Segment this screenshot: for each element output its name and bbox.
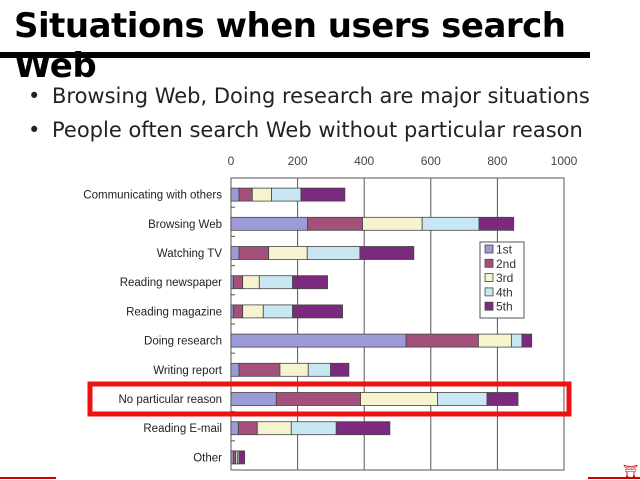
bar-segment-3rd [478, 333, 512, 348]
bar-segment-2nd [232, 304, 244, 319]
bar-segment-2nd [405, 333, 479, 348]
bar-segment-1st [230, 392, 277, 406]
category-label: Writing report [153, 365, 223, 377]
torii-logo-icon: ⛩ [623, 464, 639, 478]
footer-line-right [588, 477, 640, 479]
title-underline [0, 52, 590, 58]
bar-segment-5th [486, 392, 519, 406]
bar-segment-3rd [251, 187, 273, 202]
category-label: No particular reason [118, 394, 222, 406]
bar-segment-5th [330, 362, 350, 377]
bar-segment-1st [230, 246, 240, 260]
bullet-dot: • [28, 118, 41, 142]
bar-segment-4th [306, 246, 361, 260]
bar-segment-2nd [238, 187, 253, 202]
category-label: Watching TV [157, 248, 223, 260]
x-tick-label: 0 [228, 154, 235, 168]
bar-segment-3rd [360, 392, 438, 406]
legend-swatch [484, 244, 494, 254]
x-tick-label: 400 [354, 154, 374, 168]
bar-segment-5th [521, 333, 533, 348]
bar-segment-4th [262, 304, 294, 319]
bar-segment-5th [478, 216, 515, 231]
bar-segment-2nd [238, 246, 270, 260]
category-label: Browsing Web [148, 219, 222, 231]
bar-segment-1st [230, 333, 407, 348]
legend-label: 2nd [496, 257, 516, 271]
bar-segment-5th [300, 187, 346, 202]
bar-segment-2nd [275, 392, 361, 406]
legend-swatch [484, 301, 494, 311]
legend-label: 5th [496, 300, 513, 314]
bar-segment-2nd [232, 275, 244, 290]
bar-segment-3rd [242, 304, 264, 319]
bar-segment-1st [230, 362, 240, 377]
category-label: Other [193, 452, 222, 464]
category-label: Doing research [144, 336, 222, 348]
category-label: Reading E-mail [143, 423, 222, 435]
legend-label: 1st [496, 243, 513, 257]
bullet-1: • Browsing Web, Doing research are major … [28, 84, 590, 108]
category-label: Reading magazine [126, 306, 222, 318]
bar-segment-5th [292, 275, 328, 290]
bar-segment-4th [307, 362, 331, 377]
bar-segment-5th [359, 246, 415, 260]
bar-segment-4th [437, 392, 488, 406]
bar-segment-3rd [256, 421, 292, 436]
bar-segment-5th [292, 304, 343, 319]
bar-segment-4th [421, 216, 480, 231]
bar-segment-4th [258, 275, 294, 290]
bar-segment-5th [335, 421, 391, 436]
bar-segment-4th [290, 421, 337, 436]
legend-label: 4th [496, 285, 513, 299]
legend-swatch [484, 273, 494, 283]
bar-segment-5th [238, 450, 246, 465]
x-tick-label: 1000 [551, 154, 578, 168]
legend-label: 3rd [496, 271, 513, 285]
bar-segment-2nd [307, 216, 363, 231]
legend-swatch [484, 258, 494, 268]
x-tick-label: 800 [487, 154, 507, 168]
bar-segment-2nd [237, 421, 258, 436]
category-label: Reading newspaper [120, 277, 222, 289]
highlight-box [87, 381, 572, 417]
legend-swatch [484, 287, 494, 297]
footer-line-left [0, 477, 56, 479]
bullet-text: People often search Web without particul… [52, 118, 583, 142]
bullet-dot: • [28, 84, 41, 108]
bar-segment-2nd [238, 362, 281, 377]
category-label: Communicating with others [83, 190, 222, 202]
bar-segment-1st [230, 216, 308, 231]
bar-segment-1st [230, 187, 240, 202]
bar-segment-3rd [279, 362, 309, 377]
bar-segment-1st [230, 421, 239, 436]
bar-segment-3rd [362, 216, 423, 231]
bullet-2: • People often search Web without particu… [28, 118, 583, 142]
x-tick-label: 600 [421, 154, 441, 168]
bar-segment-3rd [268, 246, 308, 260]
bullet-text: Browsing Web, Doing research are major s… [52, 84, 590, 108]
bar-segment-4th [271, 187, 302, 202]
x-tick-label: 200 [288, 154, 308, 168]
bar-segment-3rd [242, 275, 260, 290]
bar-segment-4th [510, 333, 523, 348]
